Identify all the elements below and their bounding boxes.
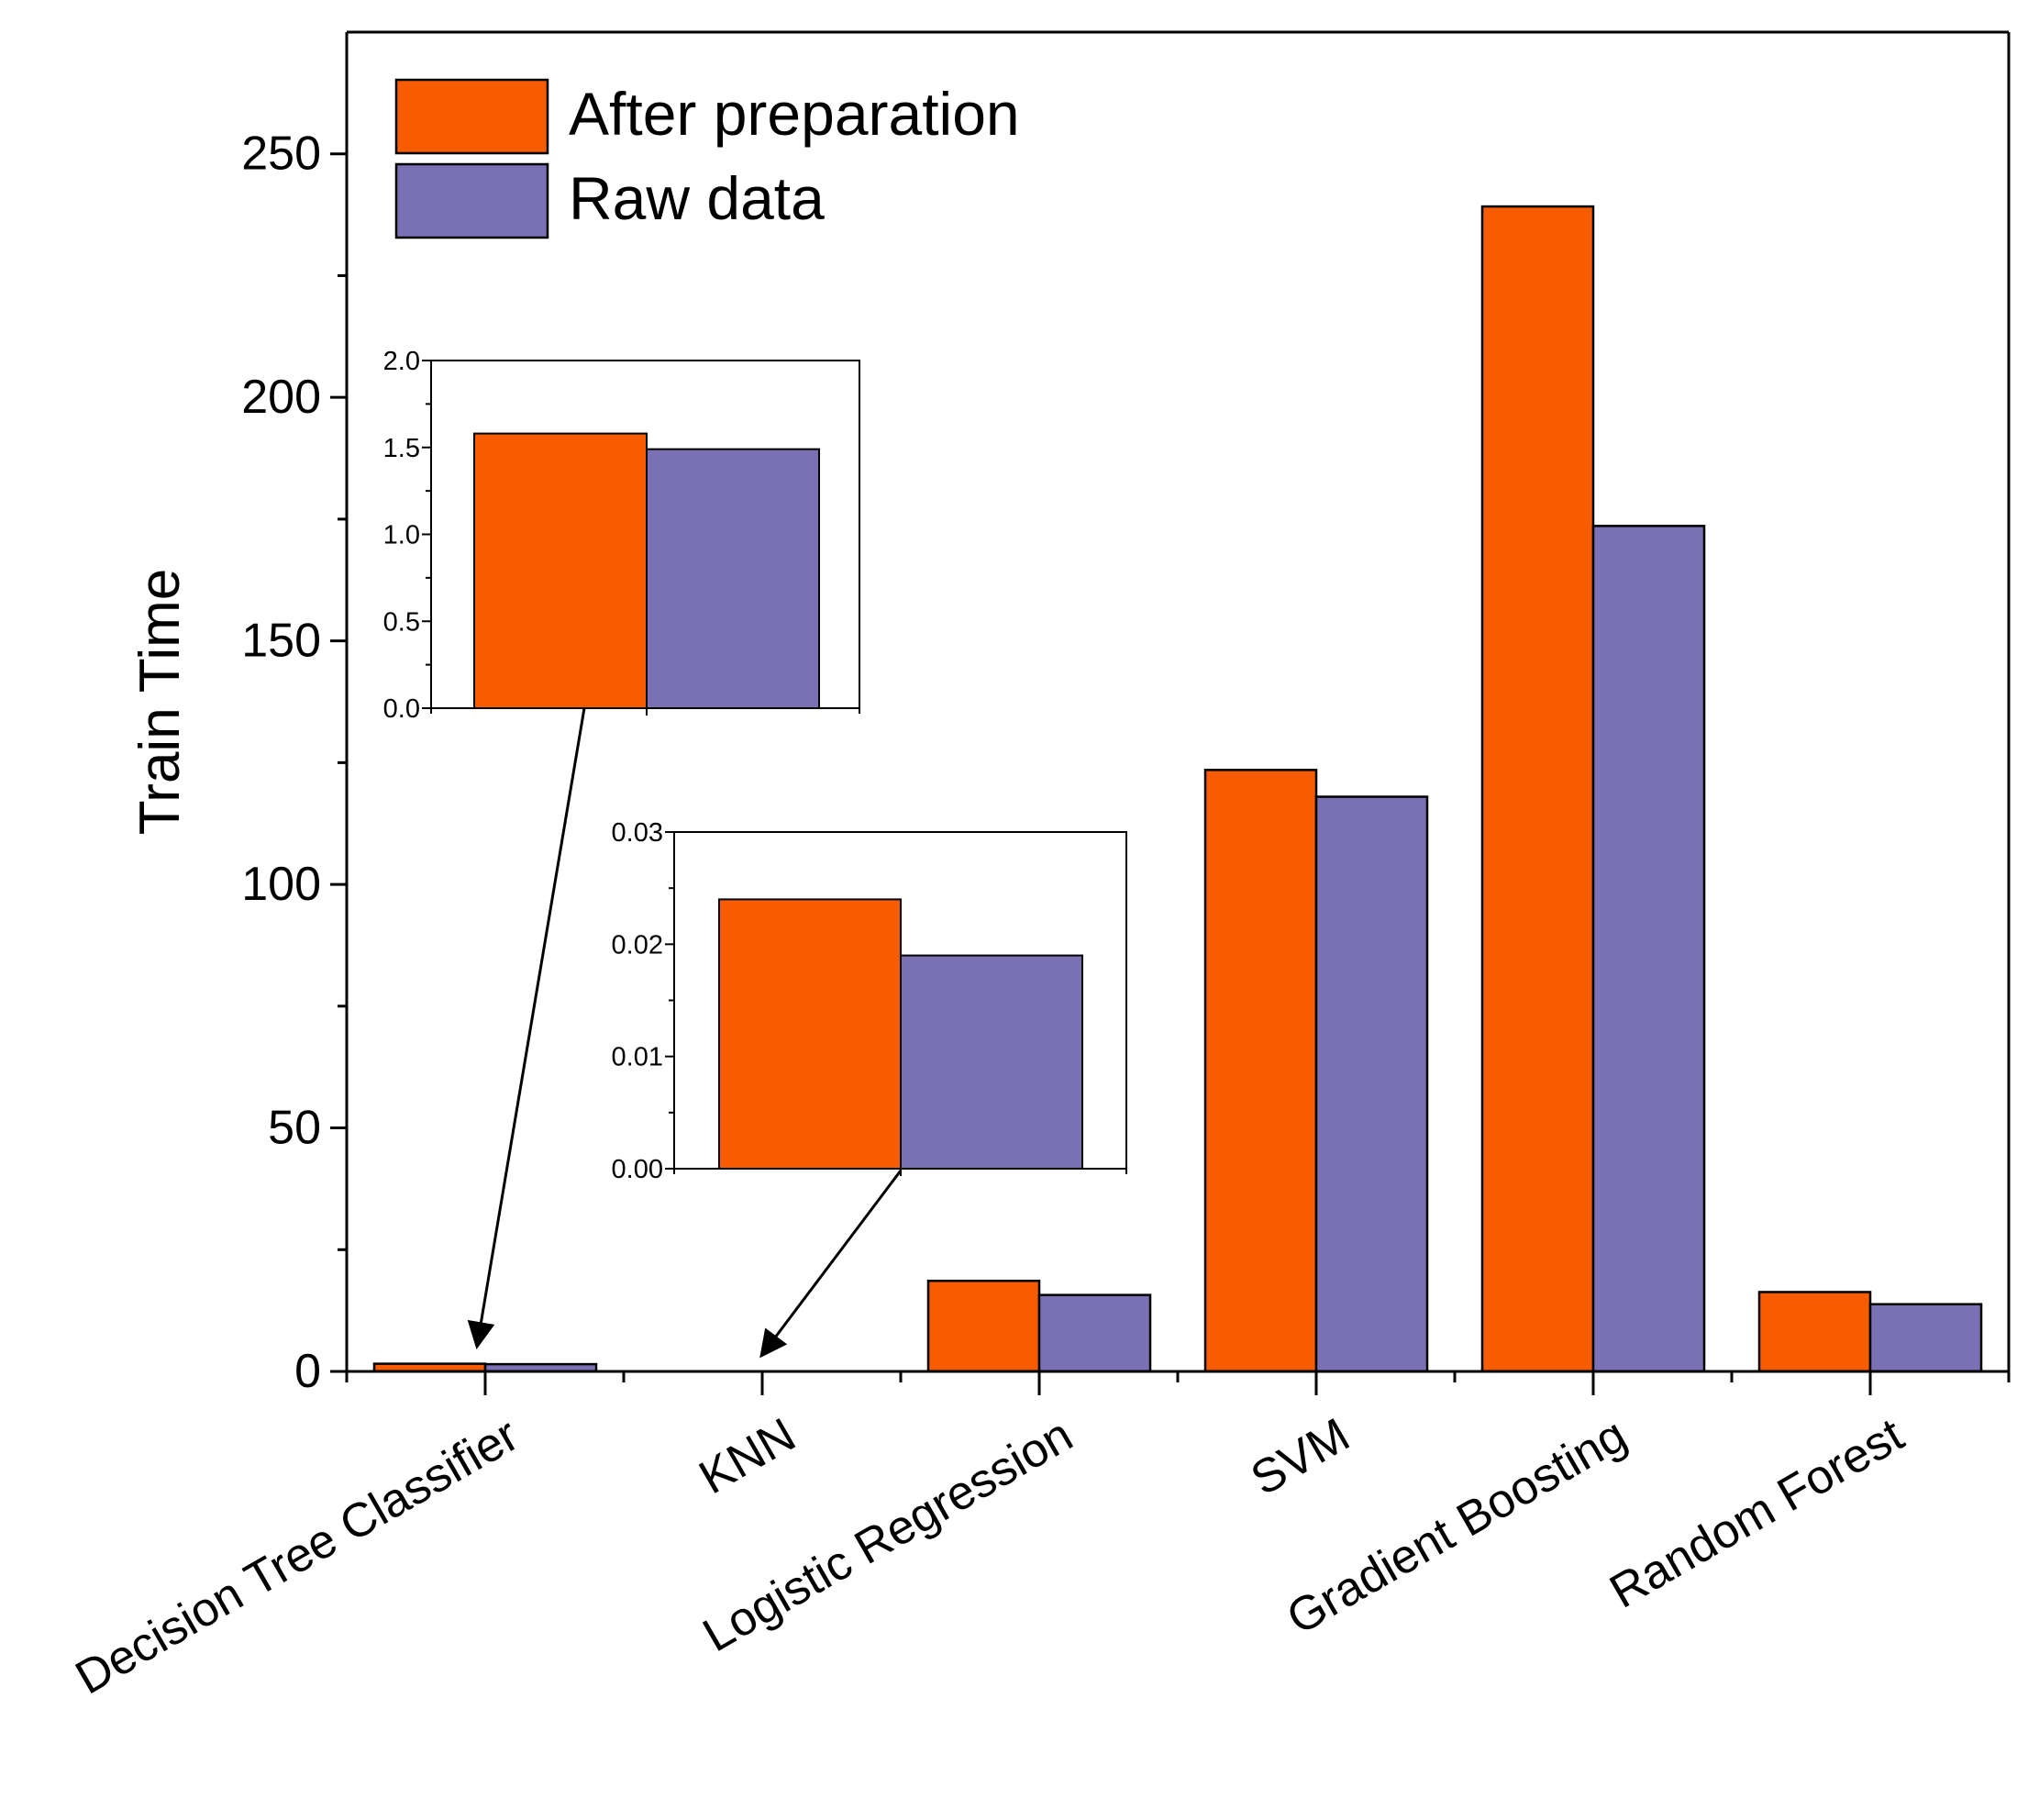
inset-decision-tree: 0.0 0.5 1.0 1.5 2.0 [383,347,860,724]
x-tick-label: Random Forest [1601,1408,1913,1619]
legend-label-raw-data: Raw data [569,164,825,232]
y-tick-label: 0 [294,1345,321,1398]
y-tick-label: 150 [241,615,321,668]
y-tick-label: 250 [241,128,321,181]
bar-raw-data-3 [1314,795,1429,1373]
bar-after-preparation-5 [1757,1291,1872,1373]
bar-raw-data-2 [1037,1293,1152,1373]
y-axis-label: Train Time [128,569,192,836]
y-tick-label: 100 [241,858,321,911]
inset-y-tick-label: 0.00 [612,1155,663,1184]
main-plot [372,205,1983,1373]
main-axes: 0 50 100 150 200 250 Train Time Decision Tree C… [67,30,2011,1704]
inset-y-tick-label: 1.5 [383,434,420,463]
x-tick-label: SVM [1242,1408,1358,1506]
arrow-knn [759,1170,903,1359]
x-tick-label: Decision Tree Classifier [67,1408,527,1704]
inset-bar-after-preparation [473,432,648,709]
inset-y-tick-label: 0.5 [383,607,420,637]
y-tick-label: 50 [268,1102,321,1155]
inset-arrows [467,707,903,1359]
inset-y-tick-label: 0.03 [612,818,663,848]
bar-after-preparation-3 [1203,769,1318,1373]
inset-y-tick-label: 0.02 [612,930,663,960]
inset-y-tick-label: 0.01 [612,1043,663,1072]
inset-y-tick-label: 1.0 [383,521,420,550]
legend-swatch-raw-data [394,162,549,239]
arrow-decision-tree [467,707,586,1349]
legend-swatch-after-preparation [394,78,549,155]
inset-bar-after-preparation [718,898,902,1171]
bar-raw-data-4 [1591,525,1706,1373]
inset-knn: 0.00 0.01 0.02 0.03 [612,818,1127,1184]
x-tick-label: KNN [691,1408,804,1504]
bar-raw-data-5 [1868,1303,1983,1373]
legend: After preparation Raw data [394,78,1020,239]
inset-bar-raw-data [900,954,1083,1170]
inset-y-tick-label: 0.0 [383,694,420,724]
bar-after-preparation-4 [1480,205,1595,1373]
bar-after-preparation-2 [926,1280,1041,1373]
inset-bar-raw-data [646,448,820,709]
legend-label-after-preparation: After preparation [569,80,1020,148]
y-tick-label: 200 [241,371,321,424]
inset-y-tick-label: 2.0 [383,347,420,376]
